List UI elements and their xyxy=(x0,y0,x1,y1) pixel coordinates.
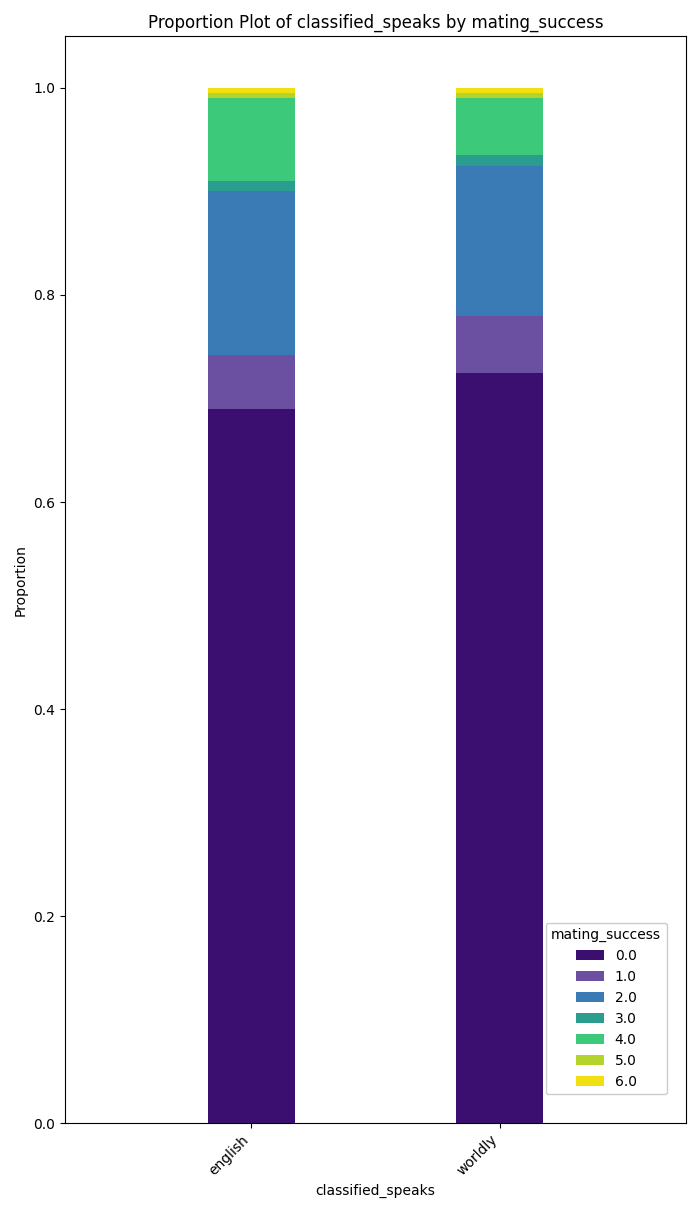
Bar xyxy=(208,88,295,93)
Legend: 0.0, 1.0, 2.0, 3.0, 4.0, 5.0, 6.0: 0.0, 1.0, 2.0, 3.0, 4.0, 5.0, 6.0 xyxy=(545,922,666,1094)
Bar xyxy=(208,355,295,408)
Bar xyxy=(208,408,295,1124)
Bar xyxy=(208,181,295,191)
Bar xyxy=(208,93,295,98)
Bar xyxy=(456,93,543,98)
Bar xyxy=(208,98,295,181)
Bar xyxy=(456,98,543,155)
Bar xyxy=(456,372,543,1124)
Bar xyxy=(456,155,543,166)
Y-axis label: Proportion: Proportion xyxy=(14,544,28,616)
Bar xyxy=(456,166,543,315)
Bar xyxy=(456,315,543,372)
Bar xyxy=(456,88,543,93)
Title: Proportion Plot of classified_speaks by mating_success: Proportion Plot of classified_speaks by … xyxy=(148,13,603,33)
X-axis label: classified_speaks: classified_speaks xyxy=(316,1184,435,1199)
Bar xyxy=(208,191,295,355)
